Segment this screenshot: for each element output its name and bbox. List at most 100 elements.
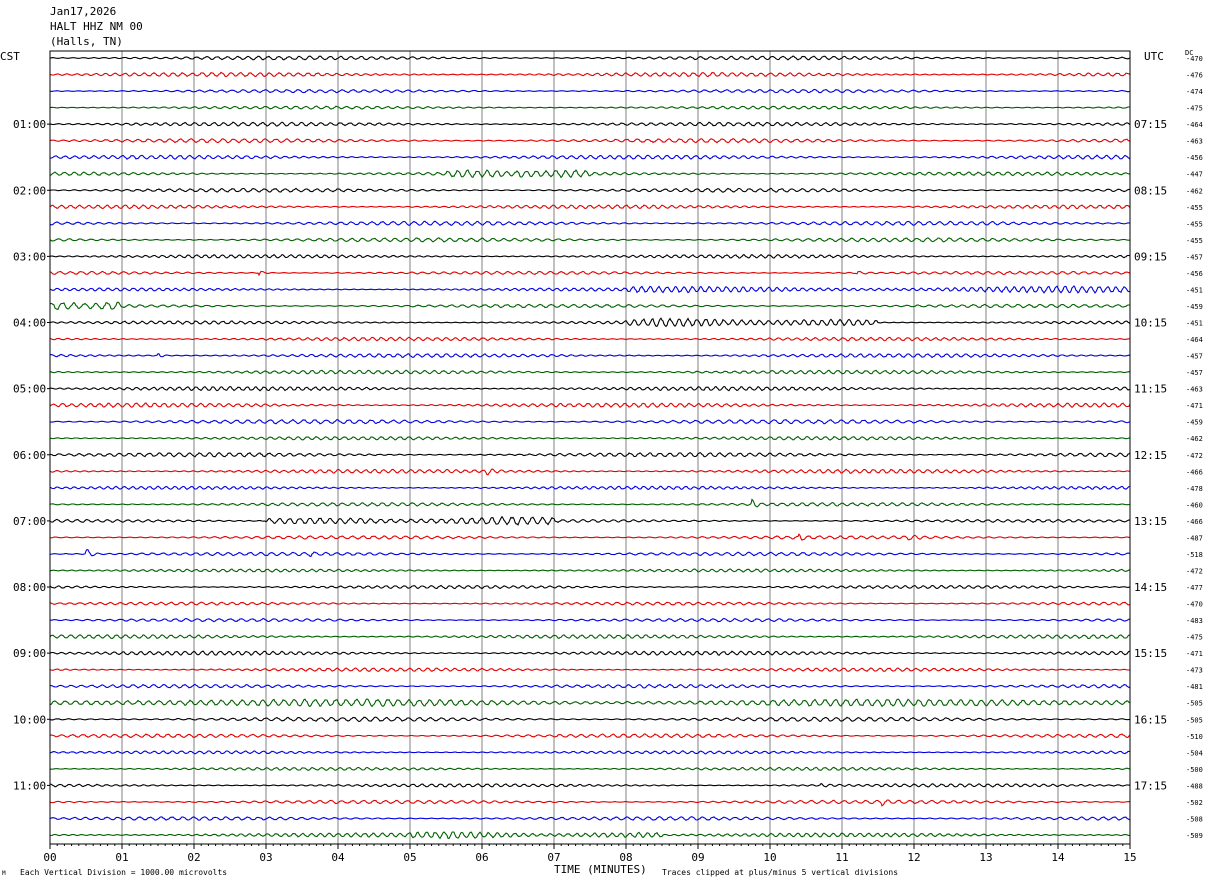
dc-offset-label: -477 xyxy=(1186,584,1203,592)
trace-line xyxy=(49,285,1131,294)
cst-hour-label: 03:00 xyxy=(13,250,46,263)
cst-hour-label: 11:00 xyxy=(13,779,46,792)
x-tick-label: 09 xyxy=(691,851,704,864)
dc-offset-label: -459 xyxy=(1186,419,1203,427)
trace-line xyxy=(49,270,1131,277)
trace-line xyxy=(49,766,1131,771)
dc-offset-label: -478 xyxy=(1186,485,1203,493)
trace-line xyxy=(49,253,1131,259)
trace-line xyxy=(49,369,1131,375)
dc-offset-label: -508 xyxy=(1186,815,1203,823)
cst-hour-label: 08:00 xyxy=(13,581,46,594)
dc-offset-label: -483 xyxy=(1186,617,1203,625)
seismic-traces xyxy=(49,55,1131,840)
trace-line xyxy=(49,121,1131,127)
dc-offset-label: -462 xyxy=(1186,435,1203,443)
x-tick-label: 15 xyxy=(1123,851,1136,864)
utc-hour-label: 07:15 xyxy=(1134,118,1167,131)
dc-offset-label: -455 xyxy=(1186,220,1203,228)
trace-line xyxy=(49,468,1131,476)
utc-hour-label: 15:15 xyxy=(1134,647,1167,660)
dc-offset-label: -504 xyxy=(1186,749,1203,757)
cst-hour-label: 05:00 xyxy=(13,383,46,396)
dc-offset-label: -459 xyxy=(1186,303,1203,311)
scale-note: Each Vertical Division = 1000.00 microvo… xyxy=(20,868,228,877)
trace-line xyxy=(49,317,1131,328)
trace-line xyxy=(50,698,1131,708)
dc-offset-label: -509 xyxy=(1186,832,1203,840)
dc-offset-label: -463 xyxy=(1186,138,1203,146)
dc-offset-label: -472 xyxy=(1186,567,1203,575)
dc-offset-label: -464 xyxy=(1186,336,1203,344)
dc-offset-label: -502 xyxy=(1186,799,1203,807)
header-station: HALT HHZ NM 00 xyxy=(50,20,143,33)
corner-mark: M xyxy=(2,870,6,877)
trace-line xyxy=(49,650,1131,657)
trace-line xyxy=(49,716,1131,723)
x-tick-label: 10 xyxy=(763,851,776,864)
cst-hour-label: 06:00 xyxy=(13,449,46,462)
x-tick-label: 14 xyxy=(1051,851,1065,864)
trace-line xyxy=(49,515,1131,526)
trace-line xyxy=(49,750,1131,755)
dc-offset-label: -455 xyxy=(1186,204,1203,212)
trace-line xyxy=(49,169,1131,179)
trace-line xyxy=(49,385,1131,392)
dc-offset-label: -464 xyxy=(1186,121,1203,129)
dc-offset-label: -447 xyxy=(1186,171,1203,179)
utc-hour-label: 17:15 xyxy=(1134,779,1167,792)
x-tick-label: 06 xyxy=(475,851,488,864)
trace-line xyxy=(49,336,1130,342)
right-axis-title: UTC xyxy=(1144,50,1164,63)
trace-line xyxy=(49,498,1131,508)
trace-line xyxy=(49,220,1131,227)
x-tick-label: 02 xyxy=(187,851,200,864)
utc-hour-label: 14:15 xyxy=(1134,581,1167,594)
trace-line xyxy=(49,137,1131,144)
dc-offset-label: -457 xyxy=(1186,369,1203,377)
dc-offset-label: -466 xyxy=(1186,518,1203,526)
x-axis-title: TIME (MINUTES) xyxy=(554,863,647,876)
dc-offset-label: -500 xyxy=(1186,766,1203,774)
trace-line xyxy=(50,782,1131,788)
grid-lines xyxy=(121,51,1059,844)
dc-offset-label: -457 xyxy=(1186,353,1203,361)
dc-offset-label: -471 xyxy=(1186,650,1203,658)
header-date: Jan17,2026 xyxy=(50,5,117,18)
dc-offset-label: -475 xyxy=(1186,105,1203,113)
trace-line xyxy=(49,353,1131,359)
x-tick-label: 05 xyxy=(403,851,416,864)
trace-line xyxy=(49,105,1131,110)
dc-offset-label: -470 xyxy=(1186,55,1203,63)
clip-note: Traces clipped at plus/minus 5 vertical … xyxy=(662,868,899,877)
cst-hour-label: 09:00 xyxy=(13,647,46,660)
dc-offset-label: -463 xyxy=(1186,386,1203,394)
dc-offset-label: -518 xyxy=(1186,551,1203,559)
axes: 00 01 02 03 04 05 06 07 08 09 10 11 12 13 14 15 -470 -476… xyxy=(13,50,1203,864)
dc-offset-label: -460 xyxy=(1186,501,1203,509)
trace-line xyxy=(49,485,1131,491)
dc-offset-label: -473 xyxy=(1186,667,1203,675)
trace-line xyxy=(49,667,1131,673)
x-tick-label: 04 xyxy=(331,851,345,864)
x-tick-label: 08 xyxy=(619,851,632,864)
trace-line xyxy=(49,799,1131,807)
dc-title: DC xyxy=(1185,49,1194,57)
trace-line xyxy=(49,402,1131,409)
utc-hour-label: 12:15 xyxy=(1134,449,1167,462)
trace-line xyxy=(49,187,1131,193)
left-axis-title: CST xyxy=(0,50,20,63)
dc-offset-label: -457 xyxy=(1186,253,1203,261)
dc-offset-label: -476 xyxy=(1186,72,1203,80)
trace-line xyxy=(49,71,1131,78)
cst-hour-label: 07:00 xyxy=(13,515,46,528)
dc-offset-label: -456 xyxy=(1186,270,1203,278)
x-tick-label: 11 xyxy=(835,851,848,864)
dc-offset-label: -466 xyxy=(1186,468,1203,476)
dc-offset-label: -456 xyxy=(1186,154,1203,162)
dc-offset-label: -481 xyxy=(1186,683,1203,691)
x-tick-label: 12 xyxy=(907,851,920,864)
trace-line xyxy=(49,816,1131,821)
trace-line xyxy=(49,301,1130,311)
